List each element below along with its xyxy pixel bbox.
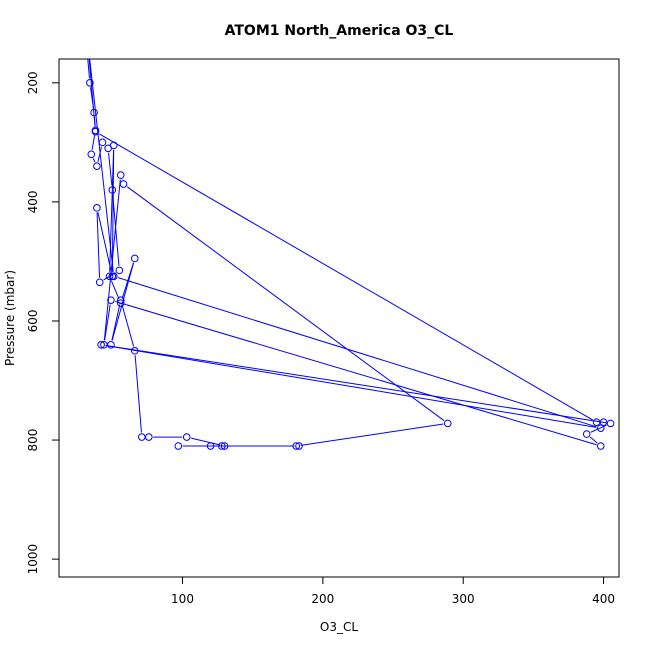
data-point <box>174 442 183 450</box>
x-tick-label: 200 <box>311 592 334 606</box>
data-point <box>606 419 615 428</box>
series-segment <box>115 300 597 446</box>
data-point <box>86 79 94 87</box>
data-point <box>130 254 139 263</box>
data-point <box>596 442 605 450</box>
data-point <box>82 32 89 39</box>
series-segment <box>87 59 90 79</box>
data-point <box>84 32 91 39</box>
series-segment <box>99 133 593 421</box>
data-point <box>116 299 125 307</box>
data-point <box>596 424 605 432</box>
data-point <box>582 430 591 438</box>
x-axis: 100 200 300 400 <box>171 576 615 606</box>
y-tick-label: 1000 <box>26 544 40 575</box>
series-segment <box>96 212 101 278</box>
data-point <box>95 278 104 287</box>
data-point <box>116 296 125 304</box>
data-point <box>93 162 101 170</box>
data-point <box>87 150 96 159</box>
series-segment <box>589 436 598 444</box>
data-point <box>93 204 101 212</box>
data-point <box>295 442 303 450</box>
series-segment <box>104 304 111 341</box>
series-segment <box>109 149 115 272</box>
series-segment <box>110 280 120 300</box>
plot-frame <box>58 58 620 578</box>
data-point <box>109 141 118 150</box>
x-tick-label: 100 <box>171 592 194 606</box>
data-point <box>182 433 191 441</box>
data-point <box>100 340 108 349</box>
x-tick-label: 400 <box>592 592 615 606</box>
series-segment <box>134 355 142 433</box>
data-point <box>115 266 124 275</box>
data-point <box>105 272 114 281</box>
data-point <box>90 108 98 117</box>
data-point <box>109 272 118 281</box>
series-segment <box>300 423 444 446</box>
x-axis-label: O3_CL <box>320 620 358 634</box>
data-point <box>206 442 215 450</box>
data-point <box>220 442 229 450</box>
series-segment <box>111 149 115 272</box>
series-profile <box>82 32 615 450</box>
y-tick-label: 200 <box>26 71 40 94</box>
series-segment <box>91 134 96 150</box>
data-point <box>91 127 100 136</box>
data-point <box>116 171 125 179</box>
data-point <box>108 186 117 194</box>
data-point <box>98 138 107 147</box>
series-segment <box>105 344 607 424</box>
data-point <box>138 433 146 441</box>
series-segment <box>190 437 221 446</box>
data-point <box>107 340 115 349</box>
y-tick-label: 800 <box>26 429 40 452</box>
y-tick-label: 400 <box>26 190 40 213</box>
data-point <box>599 418 608 426</box>
series-segment <box>89 59 114 272</box>
x-tick-label: 300 <box>452 592 475 606</box>
y-axis: 200 400 600 800 1000 <box>26 71 60 575</box>
data-point <box>145 433 153 441</box>
y-tick-label: 600 <box>26 310 40 333</box>
data-point <box>443 419 452 428</box>
chart-title: ATOM1 North_America O3_CL <box>225 23 454 39</box>
series-segment <box>97 146 102 162</box>
series-segment <box>112 194 120 266</box>
series-segment <box>92 158 96 163</box>
data-point <box>592 418 601 426</box>
series-segment <box>88 59 96 128</box>
data-point <box>97 340 105 349</box>
series-segment <box>97 212 112 273</box>
data-point <box>218 442 226 450</box>
series-segment <box>108 152 113 186</box>
data-point <box>119 180 128 188</box>
data-point <box>130 346 139 355</box>
series-segment <box>111 304 121 341</box>
series-segment <box>111 262 135 341</box>
series-segment <box>126 186 445 422</box>
series-segment <box>117 277 597 428</box>
y-axis-label: Pressure (mbar) <box>3 270 17 366</box>
series-segment <box>121 304 135 347</box>
series-segment <box>105 345 597 428</box>
data-point <box>292 442 300 450</box>
data-point <box>107 296 115 304</box>
